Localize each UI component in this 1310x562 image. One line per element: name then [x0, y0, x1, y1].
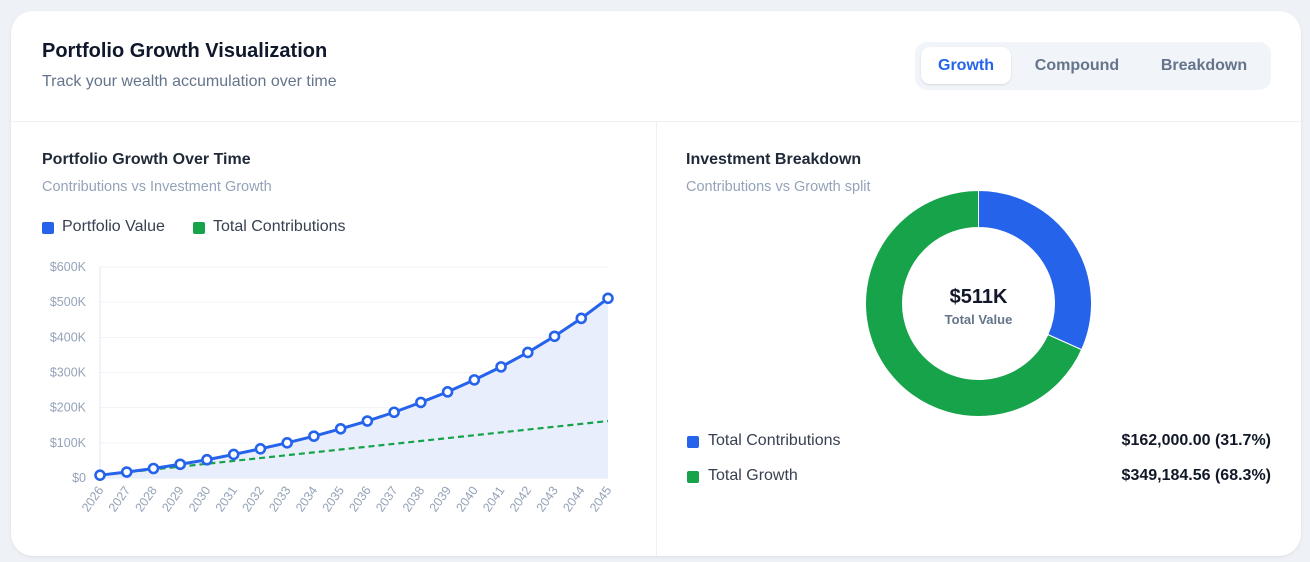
portfolio-point[interactable]	[575, 312, 588, 325]
x-tick-label: 2040	[453, 484, 480, 515]
view-tabs: Growth Compound Breakdown	[915, 42, 1271, 90]
donut-center-label: Total Value	[945, 312, 1013, 327]
portfolio-point[interactable]	[308, 430, 320, 442]
growth-chart-subtitle: Contributions vs Investment Growth	[42, 179, 272, 195]
breakdown-subtitle: Contributions vs Growth split	[686, 179, 871, 195]
legend-label-portfolio: Portfolio Value	[62, 218, 165, 235]
portfolio-point[interactable]	[388, 406, 400, 419]
y-tick-label: $500K	[50, 295, 87, 309]
portfolio-point[interactable]	[281, 437, 293, 449]
x-tick-label: 2028	[133, 484, 160, 515]
x-tick-label: 2033	[266, 484, 293, 515]
x-tick-label: 2041	[480, 484, 507, 515]
tab-growth[interactable]: Growth	[921, 47, 1011, 84]
page-subtitle: Track your wealth accumulation over time	[42, 73, 337, 90]
portfolio-point[interactable]	[361, 415, 374, 427]
y-tick-label: $200K	[50, 401, 87, 415]
legend-swatch-portfolio	[42, 222, 54, 234]
portfolio-point[interactable]	[495, 361, 507, 373]
x-tick-label: 2045	[587, 484, 614, 515]
portfolio-point[interactable]	[120, 466, 133, 478]
y-tick-label: $600K	[50, 260, 87, 274]
x-tick-label: 2030	[186, 484, 213, 515]
y-tick-label: $400K	[50, 330, 87, 344]
x-tick-label: 2032	[239, 484, 266, 515]
x-tick-label: 2035	[320, 484, 347, 515]
breakdown-swatch-growth	[687, 471, 699, 483]
breakdown-swatch-contributions	[687, 436, 699, 448]
x-tick-label: 2043	[534, 484, 561, 515]
x-tick-label: 2039	[427, 484, 454, 515]
portfolio-card: Portfolio Growth Visualization Track you…	[11, 11, 1301, 556]
section-divider	[656, 122, 657, 556]
breakdown-label-contributions: Total Contributions	[708, 432, 841, 449]
portfolio-point[interactable]	[441, 386, 454, 398]
legend-swatch-contributions	[193, 222, 205, 234]
card-header: Portfolio Growth Visualization Track you…	[11, 11, 1301, 122]
portfolio-point[interactable]	[334, 422, 347, 435]
x-tick-label: 2026	[79, 484, 106, 515]
x-tick-label: 2027	[106, 484, 133, 515]
donut-slice-contributions[interactable]	[978, 189, 1092, 351]
breakdown-row-growth: Total Growth $349,184.56 (68.3%)	[686, 467, 1271, 489]
x-tick-label: 2042	[507, 484, 534, 515]
portfolio-point[interactable]	[94, 469, 106, 481]
tab-compound[interactable]: Compound	[1034, 57, 1120, 74]
x-tick-label: 2038	[400, 484, 427, 515]
x-tick-label: 2044	[560, 484, 587, 515]
breakdown-row-contributions: Total Contributions $162,000.00 (31.7%)	[686, 432, 1271, 454]
portfolio-point[interactable]	[201, 453, 213, 466]
breakdown-donut-chart: $511K Total Value	[865, 189, 1092, 417]
breakdown-value-contributions: $162,000.00 (31.7%)	[1121, 432, 1271, 449]
portfolio-point[interactable]	[548, 330, 561, 343]
donut-slice-growth[interactable]	[865, 189, 1083, 417]
portfolio-point[interactable]	[602, 292, 614, 305]
y-tick-label: $100K	[50, 436, 87, 450]
breakdown-value-growth: $349,184.56 (68.3%)	[1121, 467, 1271, 484]
x-tick-label: 2031	[213, 484, 240, 515]
x-tick-label: 2034	[293, 484, 320, 515]
breakdown-title: Investment Breakdown	[686, 151, 862, 168]
portfolio-point[interactable]	[468, 374, 481, 386]
breakdown-label-growth: Total Growth	[708, 467, 798, 484]
portfolio-point[interactable]	[415, 396, 427, 409]
y-tick-label: $300K	[50, 366, 87, 380]
x-tick-label: 2037	[373, 484, 400, 515]
portfolio-area	[100, 298, 608, 478]
portfolio-point[interactable]	[254, 443, 267, 455]
portfolio-point[interactable]	[521, 346, 534, 359]
page-title: Portfolio Growth Visualization	[42, 40, 328, 62]
portfolio-point[interactable]	[227, 448, 240, 461]
legend-label-contributions: Total Contributions	[213, 218, 346, 235]
growth-line-chart: $0 $100K $200K $300K $400K $500K $600K 2026 2027…	[50, 260, 615, 515]
donut-center-value: $511K	[950, 286, 1008, 308]
y-tick-label: $0	[72, 471, 86, 485]
portfolio-point[interactable]	[174, 458, 187, 471]
tab-breakdown[interactable]: Breakdown	[1160, 57, 1248, 74]
portfolio-point[interactable]	[147, 462, 160, 475]
growth-chart-title: Portfolio Growth Over Time	[42, 151, 251, 168]
x-tick-label: 2036	[346, 484, 373, 515]
x-tick-label: 2029	[159, 484, 186, 515]
